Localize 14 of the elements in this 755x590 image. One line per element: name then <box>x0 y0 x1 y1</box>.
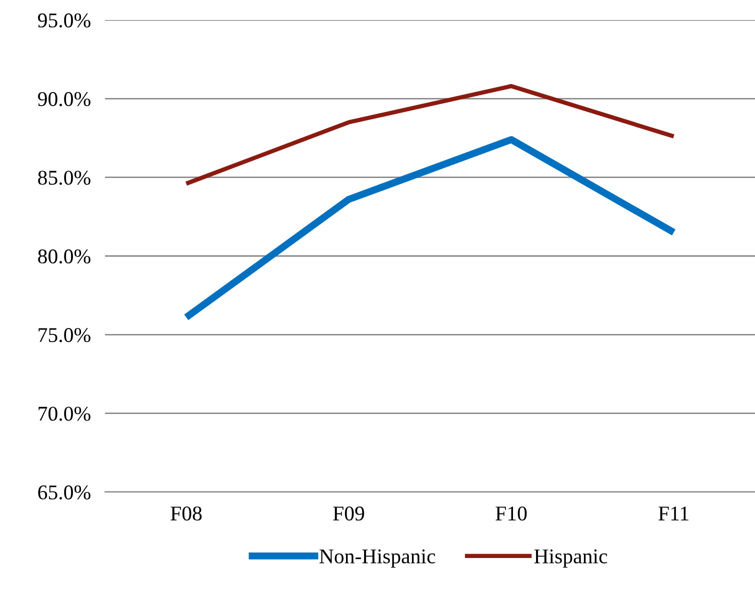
y-tick-label: 65.0% <box>38 485 90 500</box>
y-tick-label: 85.0% <box>38 170 90 185</box>
x-tick-label: F08 <box>170 506 202 521</box>
x-tick-label: F09 <box>333 506 364 521</box>
x-tick-label: F11 <box>658 506 688 520</box>
y-tick-label: 70.0% <box>38 406 90 421</box>
y-tick-label: 95.0% <box>38 13 90 28</box>
y-tick-label: 75.0% <box>38 328 90 342</box>
y-tick-label: 80.0% <box>38 249 90 264</box>
legend-label: Non-Hispanic <box>320 549 436 568</box>
legend-label: Hispanic <box>534 549 608 568</box>
y-tick-label: 90.0% <box>38 92 90 106</box>
x-tick-label: F10 <box>496 506 527 521</box>
line-series <box>184 84 676 186</box>
